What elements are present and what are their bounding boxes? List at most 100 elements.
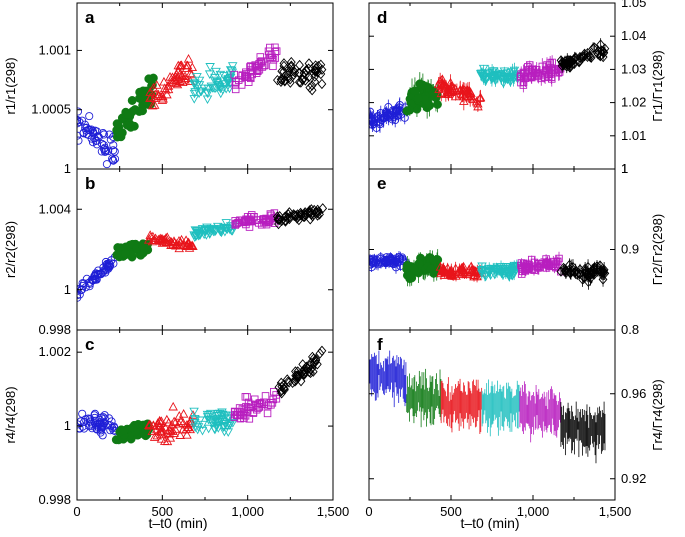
data-point (552, 263, 560, 272)
series-T2 (111, 419, 154, 445)
data-point (128, 106, 138, 116)
data-point (459, 96, 469, 105)
data-point (301, 209, 311, 221)
data-point (136, 250, 146, 260)
series-T5 (230, 387, 281, 423)
data-point (202, 95, 213, 105)
data-point (238, 405, 247, 413)
data-point (246, 62, 255, 70)
data-point (369, 263, 376, 272)
panel-e: 0.8 0.9 1 e Γr2/Γr2(298) (368, 161, 665, 337)
data-point (224, 84, 235, 94)
data-point (586, 269, 596, 280)
plot-area-a (77, 43, 327, 169)
data-point (173, 67, 183, 76)
data-point (102, 160, 111, 169)
data-point (98, 420, 107, 429)
y-tick-label: 1.0005 (31, 102, 71, 117)
data-point (205, 409, 216, 419)
data-point (99, 413, 108, 422)
data-point (178, 424, 188, 434)
data-point (298, 74, 308, 85)
data-point (588, 43, 598, 54)
y-tick-label: 1 (64, 418, 71, 433)
data-point (242, 217, 251, 226)
data-point (266, 215, 274, 224)
data-point (184, 418, 195, 428)
data-point (115, 128, 125, 138)
data-point (171, 77, 182, 86)
panel-letter-f: f (377, 335, 383, 354)
data-point (384, 103, 393, 112)
y-tick-label: 1.02 (621, 95, 646, 110)
data-point (310, 76, 320, 88)
data-point (247, 67, 255, 76)
data-point (548, 58, 556, 67)
data-point (284, 207, 294, 218)
data-point (203, 424, 214, 434)
data-point (112, 119, 122, 129)
series-T2 (406, 368, 442, 428)
data-point (144, 235, 154, 244)
data-point (150, 89, 161, 99)
data-point (261, 392, 270, 400)
data-point (85, 112, 94, 121)
data-point (233, 411, 241, 420)
data-point (294, 76, 304, 88)
series-T4 (189, 62, 238, 105)
y-tick-label: 1.004 (38, 201, 71, 216)
y-tick-label: 0.998 (38, 492, 71, 507)
data-point (196, 87, 207, 97)
data-point (413, 93, 423, 103)
data-point (189, 89, 200, 99)
data-point (199, 84, 209, 94)
panel-a: 1 1.0005 1.001 a r1/r1(298) (3, 2, 334, 176)
y-tick-label: 1 (64, 161, 71, 176)
data-point (281, 215, 290, 226)
data-point (564, 55, 574, 66)
y-tick-label: 1.04 (621, 28, 646, 43)
series-T4 (476, 62, 523, 89)
series-T1 (369, 97, 411, 133)
data-point (162, 89, 172, 99)
data-point (522, 73, 530, 81)
data-point (306, 364, 315, 375)
data-point (213, 412, 223, 421)
data-point (238, 216, 247, 225)
x-tick-label: 500 (440, 504, 462, 519)
data-point (311, 355, 321, 366)
data-point (226, 66, 237, 76)
data-point (369, 258, 377, 267)
data-point (309, 357, 319, 369)
data-point (469, 270, 479, 280)
series-T4 (189, 407, 238, 437)
data-point (77, 136, 83, 145)
series-T3 (440, 377, 483, 434)
data-point (310, 65, 320, 76)
y-tick-label: 0.8 (621, 322, 639, 337)
data-point (296, 77, 306, 88)
data-point (209, 76, 220, 86)
data-point (388, 115, 397, 124)
data-point (230, 413, 239, 421)
data-point (122, 120, 132, 130)
data-point (182, 420, 192, 429)
data-point (480, 75, 491, 85)
data-point (527, 65, 536, 74)
data-point (439, 270, 450, 279)
data-point (279, 58, 289, 69)
series-T2 (112, 239, 153, 262)
data-point (100, 418, 109, 427)
data-point (559, 262, 568, 274)
y-axis-label-c: r4/r4(298) (3, 386, 18, 443)
data-point (175, 430, 186, 439)
x-axis-label-left: t–t0 (min) (148, 515, 207, 531)
series-T2 (112, 73, 158, 142)
panel-letter-c: c (85, 335, 94, 354)
data-point (476, 71, 487, 81)
x-tick-label: 0 (365, 504, 372, 519)
data-point (155, 421, 165, 431)
data-point (182, 240, 192, 250)
data-point (552, 258, 561, 266)
data-point (205, 230, 215, 239)
